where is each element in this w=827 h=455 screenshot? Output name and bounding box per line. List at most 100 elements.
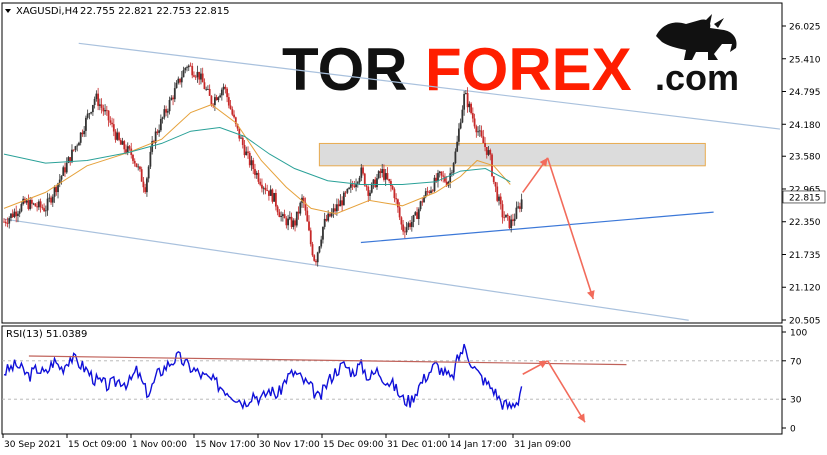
candle-body [499, 196, 502, 205]
candle-body [205, 89, 208, 90]
candle-body [32, 203, 35, 205]
candle-body [430, 190, 432, 193]
candle-body [501, 204, 504, 218]
candle-body [341, 200, 344, 206]
price-arrow-head [586, 290, 595, 299]
candle-body [306, 210, 309, 222]
candle-body [337, 204, 340, 207]
candle-body [170, 97, 173, 100]
candle-body [234, 117, 237, 124]
candle-body [280, 215, 283, 218]
candle-body [78, 142, 80, 146]
candle-body [442, 175, 445, 177]
candle-body [409, 223, 411, 227]
candle-body [335, 204, 338, 212]
price-tick-label: 25.410 [789, 55, 821, 65]
candle-body [431, 190, 434, 192]
rsi-line [3, 343, 523, 411]
price-tick-label: 26.025 [789, 23, 821, 33]
candle-body [90, 112, 93, 114]
candle-body [104, 109, 106, 112]
candle-body [274, 192, 277, 207]
candle-body [330, 212, 333, 217]
candle-body [186, 67, 188, 69]
time-axis: 30 Sep 2021 15 Oct 09:00 1 Nov 00:00 15 Nov… [2, 434, 571, 450]
candle-body [193, 75, 195, 77]
time-tick-label: 30 Nov 17:00 [259, 440, 320, 450]
dropdown-triangle-icon[interactable] [5, 9, 11, 13]
price-tick-label: 22.965 [789, 185, 821, 195]
candle-body [374, 179, 377, 188]
candle-body [428, 191, 431, 193]
candle-body [187, 65, 190, 68]
candle-body [435, 177, 438, 182]
candle-body [414, 212, 417, 216]
candle-body [316, 252, 319, 263]
candle-body [444, 176, 446, 182]
candle-body [390, 181, 392, 187]
candle-body [74, 146, 77, 150]
candle-body [393, 189, 396, 199]
candle-body [451, 172, 453, 174]
candle-body [203, 82, 206, 90]
candle-body [416, 212, 418, 219]
candle-body [231, 109, 234, 115]
candle-body [116, 132, 119, 140]
channel-lines [3, 42, 781, 321]
candle-body [372, 179, 375, 184]
candle-body [156, 131, 159, 133]
candle-body [137, 166, 140, 168]
candle-body [421, 201, 424, 203]
candle-body [65, 162, 68, 173]
candle-body [515, 207, 518, 219]
candle-body [517, 206, 520, 208]
time-tick-label: 15 Dec 09:00 [323, 440, 384, 450]
candle-body [62, 167, 65, 176]
candle-body [128, 146, 131, 149]
candle-body [142, 181, 145, 188]
candle-body [46, 198, 49, 211]
candle-body [395, 198, 398, 200]
candle-body [100, 104, 103, 108]
rsi-tick-label: 70 [790, 357, 802, 367]
candle-body [194, 76, 197, 78]
candle-body [391, 186, 394, 190]
candle-body [302, 197, 305, 203]
candle-body [268, 190, 270, 196]
candle-body [149, 151, 152, 167]
candle-body [48, 197, 51, 199]
price-tick-label: 24.180 [789, 121, 821, 131]
candle-body [508, 215, 511, 228]
candle-body [440, 171, 443, 176]
candle-body [105, 109, 108, 111]
candle-body [118, 132, 120, 140]
candle-body [248, 152, 251, 166]
bull-icon [656, 14, 737, 60]
rsi-arrow-shaft [546, 360, 586, 423]
candle-body [386, 173, 389, 180]
candle-body [196, 71, 199, 78]
candle-body [3, 221, 5, 223]
candle-body [329, 213, 331, 217]
candle-body [111, 122, 113, 125]
candle-body [281, 214, 284, 216]
candle-body [27, 200, 30, 209]
candle-body [388, 179, 391, 182]
candle-body [172, 97, 174, 100]
candle-body [304, 202, 307, 211]
candle-body [102, 107, 105, 112]
candle-body [166, 111, 169, 113]
logo-text-com: .com [655, 57, 739, 98]
candle-body [107, 110, 110, 121]
candle-body [240, 137, 242, 139]
rsi-axis: 100 70 30 0 [782, 329, 807, 435]
candle-body [247, 151, 249, 153]
candle-body [233, 114, 235, 118]
candle-body [86, 113, 89, 118]
candle-body [503, 217, 506, 219]
candle-body [496, 186, 499, 201]
candle-body [135, 163, 138, 167]
rsi-forecast-arrows [522, 360, 586, 423]
candle-body [334, 208, 337, 212]
moving-average-line [3, 126, 511, 185]
